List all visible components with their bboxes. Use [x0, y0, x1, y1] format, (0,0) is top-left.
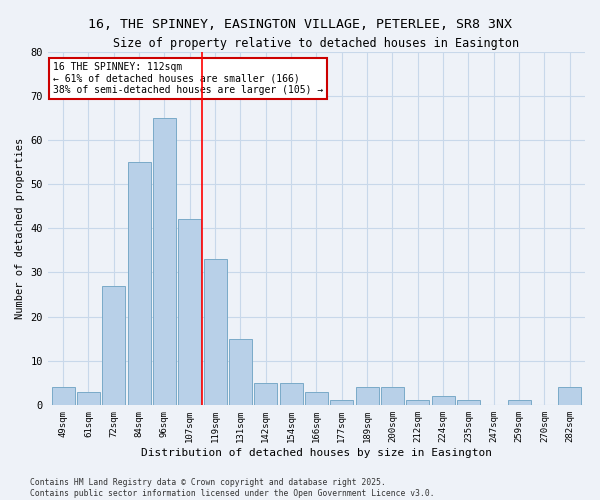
- Bar: [406, 400, 429, 405]
- Bar: [432, 396, 455, 405]
- Bar: [280, 383, 302, 405]
- Bar: [356, 387, 379, 405]
- Bar: [128, 162, 151, 405]
- Bar: [204, 259, 227, 405]
- Bar: [331, 400, 353, 405]
- Bar: [178, 220, 201, 405]
- Text: 16 THE SPINNEY: 112sqm
← 61% of detached houses are smaller (166)
38% of semi-de: 16 THE SPINNEY: 112sqm ← 61% of detached…: [53, 62, 323, 96]
- Bar: [103, 286, 125, 405]
- Bar: [457, 400, 480, 405]
- X-axis label: Distribution of detached houses by size in Easington: Distribution of detached houses by size …: [141, 448, 492, 458]
- Bar: [254, 383, 277, 405]
- Bar: [381, 387, 404, 405]
- Bar: [52, 387, 74, 405]
- Bar: [305, 392, 328, 405]
- Text: Contains HM Land Registry data © Crown copyright and database right 2025.
Contai: Contains HM Land Registry data © Crown c…: [30, 478, 434, 498]
- Bar: [508, 400, 530, 405]
- Bar: [153, 118, 176, 405]
- Title: Size of property relative to detached houses in Easington: Size of property relative to detached ho…: [113, 38, 520, 51]
- Y-axis label: Number of detached properties: Number of detached properties: [15, 138, 25, 319]
- Bar: [229, 338, 252, 405]
- Bar: [559, 387, 581, 405]
- Bar: [77, 392, 100, 405]
- Text: 16, THE SPINNEY, EASINGTON VILLAGE, PETERLEE, SR8 3NX: 16, THE SPINNEY, EASINGTON VILLAGE, PETE…: [88, 18, 512, 30]
